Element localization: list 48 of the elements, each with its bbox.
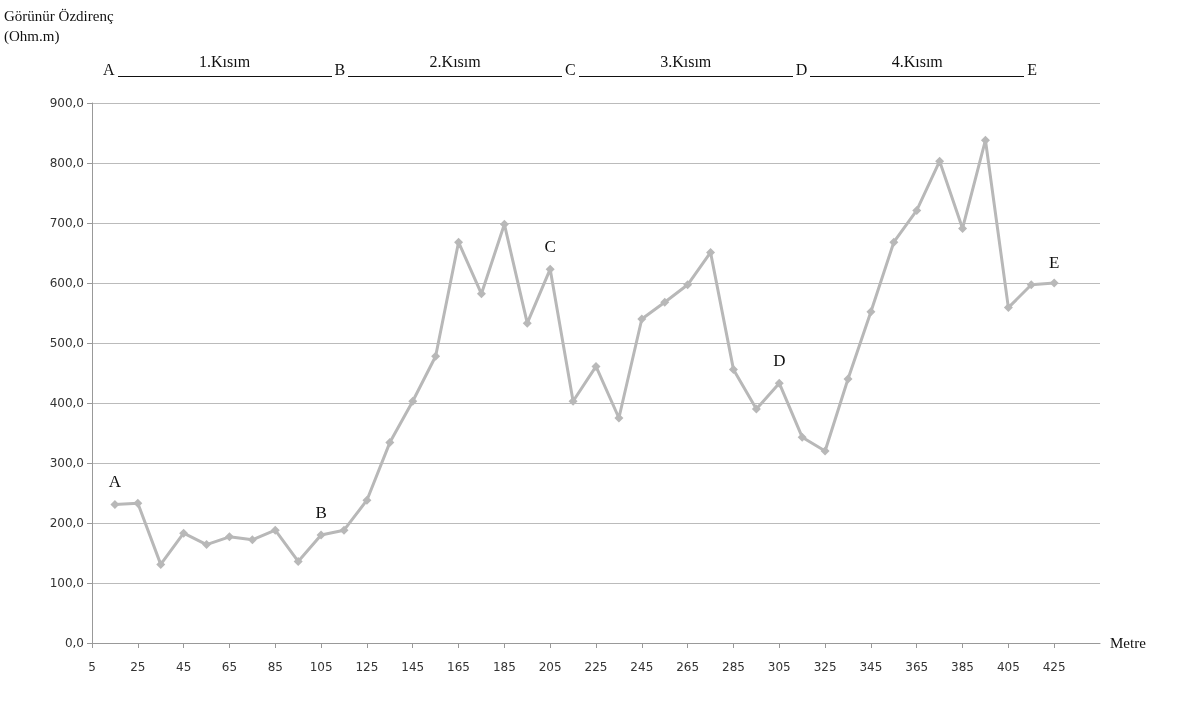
- x-tick-label: 165: [447, 660, 470, 674]
- text: B: [333, 60, 347, 80]
- y-tick-label: 400,0: [49, 396, 84, 410]
- y-tick-label: 500,0: [49, 336, 84, 350]
- x-tick-label: 345: [859, 660, 883, 674]
- x-tick-label: 85: [267, 660, 283, 674]
- x-tick-label: 245: [630, 660, 654, 674]
- y-tick-label: 600,0: [49, 276, 84, 290]
- x-tick-label: 205: [538, 660, 562, 674]
- annotation: E: [1048, 252, 1060, 272]
- x-tick-label: 145: [401, 660, 425, 674]
- text: 1.Kısım: [117, 52, 332, 77]
- x-tick-label: 265: [676, 660, 700, 674]
- x-tick-label: 125: [355, 660, 379, 674]
- annotation: C: [544, 237, 556, 257]
- x-tick-label: 225: [584, 660, 608, 674]
- x-tick-label: 285: [722, 660, 745, 674]
- text: E: [1026, 60, 1038, 80]
- y-tick-label: 900,0: [49, 96, 84, 110]
- x-tick-label: 65: [221, 660, 238, 674]
- text: A: [102, 60, 116, 80]
- x-tick-label: 385: [951, 660, 974, 674]
- x-tick-label: 405: [996, 660, 1020, 674]
- y-axis-title: Görünür Özdirenç (Ohm.m): [4, 7, 115, 46]
- x-tick-label: 105: [309, 660, 333, 674]
- x-tick-label: 5: [88, 660, 96, 674]
- text: D: [794, 60, 809, 80]
- y-tick-label: 0,0: [64, 636, 84, 650]
- x-tick-label: 325: [813, 660, 837, 674]
- text: 2.Kısım: [348, 52, 563, 77]
- y-tick-label: 700,0: [49, 216, 84, 230]
- text: 4.Kısım: [810, 52, 1025, 77]
- annotation: D: [773, 351, 786, 371]
- x-tick-label: 185: [492, 660, 516, 674]
- x-tick-label: 45: [176, 660, 192, 674]
- x-tick-label: 425: [1042, 660, 1066, 674]
- text: 3.Kısım: [578, 52, 793, 77]
- annotation: B: [315, 503, 327, 522]
- x-tick-label: 305: [767, 660, 791, 674]
- text: C: [564, 60, 577, 80]
- y-tick-label: 800,0: [49, 156, 84, 170]
- x-tick-label: 365: [905, 660, 929, 674]
- y-tick-label: 300,0: [49, 456, 84, 470]
- y-tick-label: 200,0: [49, 516, 84, 530]
- y-tick-label: 100,0: [49, 576, 84, 590]
- x-axis-title: Metre: [1110, 635, 1147, 651]
- x-tick-label: 25: [130, 660, 146, 674]
- annotation: A: [108, 472, 122, 492]
